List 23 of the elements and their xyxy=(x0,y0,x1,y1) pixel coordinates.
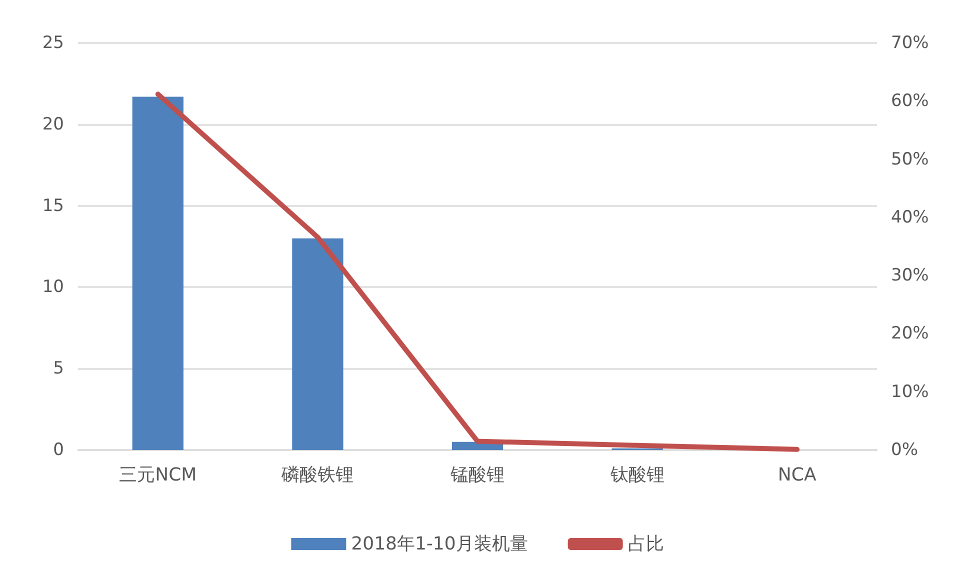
x-tick-label: 钛酸锂 xyxy=(609,464,664,486)
x-tick-label: 磷酸铁锂 xyxy=(280,464,354,486)
x-tick-label: 锰酸锂 xyxy=(450,464,504,486)
y-tick-label: 25 xyxy=(42,33,64,53)
y2-tick-label: 20% xyxy=(891,324,929,344)
y-tick-label: 15 xyxy=(42,196,64,216)
legend-label: 2018年1-10月装机量 xyxy=(351,534,528,554)
y2-tick-label: 0% xyxy=(891,440,918,460)
y2-tick-label: 40% xyxy=(891,207,929,228)
y-tick-label: 5 xyxy=(53,358,64,379)
x-tick-label: 三元NCM xyxy=(119,464,197,486)
y-tick-label: 10 xyxy=(42,277,64,298)
y2-tick-label: 70% xyxy=(891,33,929,53)
y-tick-label: 20 xyxy=(42,114,64,134)
y2-tick-label: 30% xyxy=(891,266,929,286)
y2-tick-label: 60% xyxy=(891,91,929,112)
bar xyxy=(132,96,184,450)
y-tick-label: 0 xyxy=(53,440,64,460)
y2-tick-label: 50% xyxy=(891,149,929,170)
legend-label: 占比 xyxy=(628,534,664,554)
y2-tick-label: 10% xyxy=(891,382,929,402)
bar xyxy=(292,238,344,450)
x-tick-label: NCA xyxy=(778,464,817,486)
